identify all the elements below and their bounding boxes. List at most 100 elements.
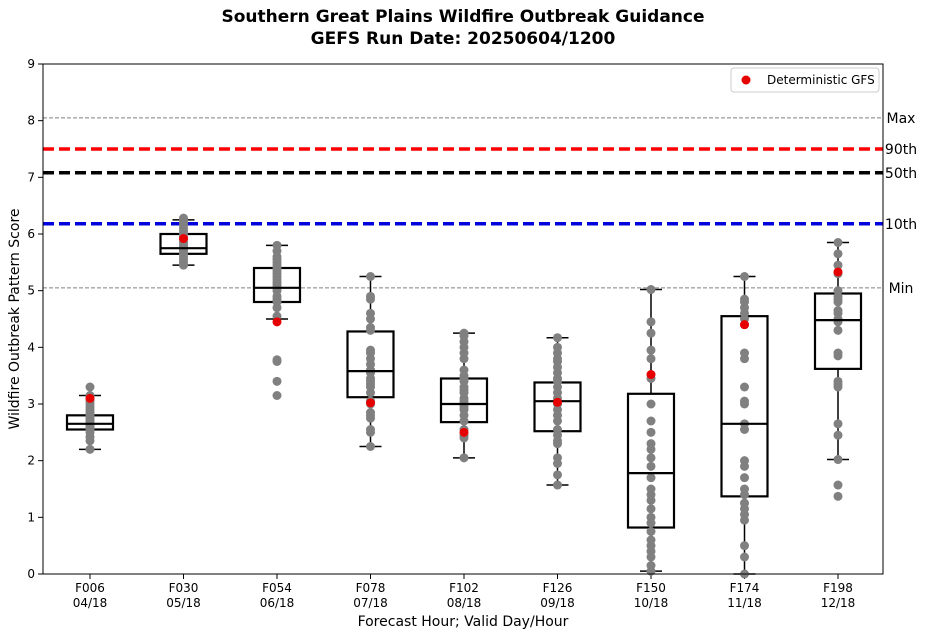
ensemble-member-point — [366, 323, 375, 332]
y-axis-label: Wildfire Outbreak Pattern Score — [7, 208, 23, 429]
ensemble-member-point — [553, 453, 562, 463]
plot-frame — [42, 63, 884, 575]
ensemble-member-point — [833, 376, 843, 386]
ensemble-member-point — [740, 348, 749, 358]
deterministic-gfs-point — [272, 317, 282, 327]
ensemble-member-point — [459, 365, 469, 375]
y-tick-label: 9 — [27, 57, 35, 71]
ensemble-member-point — [179, 213, 188, 223]
reference-label-50th: 50th — [885, 166, 917, 182]
ensemble-member-point — [366, 308, 375, 318]
ensemble-member-point — [833, 491, 843, 501]
ensemble-member-point — [833, 455, 843, 465]
deterministic-gfs-point — [833, 267, 843, 277]
y-tick-label: 4 — [27, 340, 35, 354]
ensemble-member-point — [366, 408, 375, 417]
ensemble-member-point — [833, 419, 843, 429]
ensemble-member-point — [272, 355, 282, 365]
ensemble-member-point — [740, 272, 749, 281]
box-group-f150 — [626, 285, 676, 576]
reference-label-90th: 90th — [885, 142, 917, 158]
y-tick-label: 1 — [27, 510, 35, 524]
ensemble-member-point — [459, 453, 469, 463]
box-group-f198 — [813, 238, 863, 501]
ensemble-member-point — [646, 561, 656, 570]
y-tick-label: 8 — [27, 114, 35, 128]
deterministic-gfs-point — [740, 320, 749, 330]
ensemble-member-point — [646, 285, 656, 295]
reference-label-min: Min — [889, 281, 914, 297]
x-tick-label-valid: 07/18 — [353, 596, 388, 610]
ensemble-member-point — [646, 399, 656, 409]
y-tick-label: 5 — [27, 284, 35, 298]
ensemble-member-point — [553, 470, 562, 480]
ensemble-member-point — [85, 444, 95, 454]
ensemble-member-point — [833, 430, 843, 440]
ensemble-member-point — [646, 512, 656, 522]
ensemble-member-point — [646, 328, 656, 338]
x-tick-label-valid: 04/18 — [73, 596, 108, 610]
ensemble-member-point — [646, 427, 656, 437]
x-tick-label-valid: 10/18 — [634, 596, 669, 610]
ensemble-member-point — [366, 425, 375, 434]
ensemble-member-point — [833, 348, 843, 358]
ensemble-member-point — [646, 453, 656, 463]
x-tick-label-hour: F174 — [730, 581, 760, 595]
ensemble-member-point — [740, 456, 749, 466]
ensemble-member-point — [553, 480, 562, 490]
chart-subtitle: GEFS Run Date: 20250604/1200 — [311, 29, 616, 49]
y-tick-label: 6 — [27, 227, 35, 241]
box-group-f006 — [65, 382, 115, 454]
x-tick-label-hour: F102 — [449, 581, 479, 595]
x-tick-label-hour: F198 — [823, 581, 853, 595]
legend-box — [730, 67, 880, 93]
box-group-f078 — [346, 272, 395, 451]
ensemble-member-point — [366, 442, 375, 451]
ensemble-member-point — [366, 345, 375, 355]
ensemble-member-point — [833, 306, 843, 315]
box-group-f102 — [439, 328, 489, 463]
ensemble-member-point — [740, 294, 749, 304]
ensemble-member-point — [833, 480, 843, 490]
ensemble-member-point — [646, 527, 656, 536]
ensemble-member-point — [85, 382, 95, 392]
ensemble-member-point — [459, 328, 469, 338]
chart-title: Southern Great Plains Wildfire Outbreak … — [222, 7, 705, 27]
legend-label: Deterministic GFS — [767, 73, 875, 87]
ensemble-member-point — [553, 342, 562, 352]
reference-label-10th: 10th — [885, 217, 917, 233]
ensemble-member-point — [646, 484, 656, 494]
y-tick-label: 7 — [27, 170, 35, 184]
x-axis-label: Forecast Hour; Valid Day/Hour — [358, 614, 569, 630]
box-group-f054 — [252, 240, 302, 400]
box-group-f174 — [720, 272, 769, 579]
ensemble-member-point — [366, 291, 375, 301]
ensemble-member-point — [740, 396, 749, 406]
x-tick-label-valid: 06/18 — [260, 596, 295, 610]
ensemble-member-point — [646, 354, 656, 364]
deterministic-gfs-point — [366, 398, 375, 408]
ensemble-member-point — [833, 286, 843, 296]
ensemble-member-point — [553, 333, 562, 343]
deterministic-gfs-point — [85, 393, 95, 403]
ensemble-member-point — [740, 382, 749, 392]
x-tick-label-valid: 09/18 — [540, 596, 575, 610]
x-tick-label-valid: 08/18 — [447, 596, 482, 610]
deterministic-gfs-point — [553, 397, 562, 407]
x-tick-label-hour: F150 — [636, 581, 666, 595]
ensemble-member-point — [740, 498, 749, 508]
deterministic-gfs-point — [179, 234, 188, 244]
ensemble-member-point — [740, 541, 749, 551]
ensemble-member-point — [833, 249, 843, 259]
y-tick-label: 3 — [27, 397, 35, 411]
ensemble-member-point — [272, 391, 282, 400]
x-tick-label-valid: 11/18 — [727, 596, 762, 610]
ensemble-member-point — [646, 535, 656, 545]
ensemble-member-point — [740, 484, 749, 494]
deterministic-gfs-point — [646, 370, 656, 380]
ensemble-member-point — [646, 461, 656, 471]
ensemble-member-point — [833, 238, 843, 247]
ensemble-member-point — [272, 240, 282, 250]
x-tick-label-hour: F078 — [356, 581, 386, 595]
